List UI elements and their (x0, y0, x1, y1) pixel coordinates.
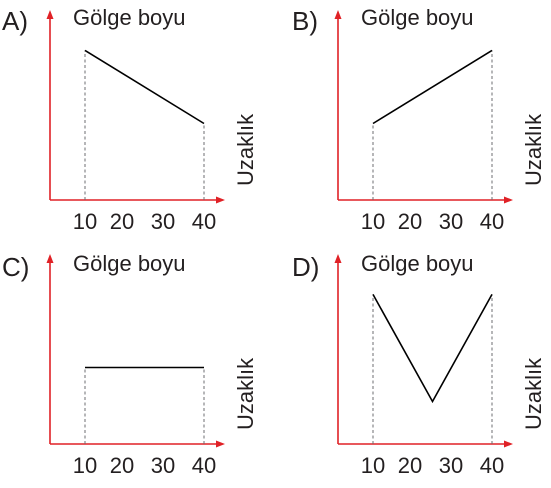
y-axis-arrow (46, 10, 54, 19)
graph-option-a: A) Gölge boyu Uzaklık 10 20 30 40 (2, 5, 258, 234)
x-axis-title: Uzaklık (521, 357, 546, 430)
x-tick-label: 30 (439, 453, 463, 478)
x-tick-label: 10 (361, 453, 385, 478)
y-axis-arrow (46, 254, 54, 263)
x-tick-label: 30 (439, 209, 463, 234)
x-tick-label: 10 (73, 453, 97, 478)
graph-option-b: B) Gölge boyu Uzaklık 10 20 30 40 (292, 5, 546, 234)
y-axis-title: Gölge boyu (361, 5, 474, 30)
y-axis-title: Gölge boyu (361, 251, 474, 276)
option-letter: A) (2, 6, 28, 36)
x-axis-arrow (216, 440, 225, 448)
x-axis-title: Uzaklık (233, 357, 258, 430)
graph-option-c: C) Gölge boyu Uzaklık 10 20 30 40 (2, 251, 258, 478)
x-tick-label: 40 (192, 453, 216, 478)
y-axis-title: Gölge boyu (73, 5, 186, 30)
x-tick-label: 20 (398, 209, 422, 234)
shadow-length-curve (372, 294, 493, 404)
x-axis-arrow (216, 196, 225, 204)
option-letter: B) (292, 6, 318, 36)
option-letter: C) (2, 252, 29, 282)
x-tick-label: 20 (398, 453, 422, 478)
y-axis-arrow (334, 254, 342, 263)
x-tick-label: 10 (361, 209, 385, 234)
graph-option-d: D) Gölge boyu Uzaklık 10 20 30 40 (292, 251, 546, 478)
x-tick-label: 40 (480, 209, 504, 234)
x-tick-label: 30 (151, 453, 175, 478)
y-axis-arrow (334, 10, 342, 19)
y-axis-title: Gölge boyu (73, 251, 186, 276)
x-tick-label: 40 (480, 453, 504, 478)
x-tick-label: 30 (151, 209, 175, 234)
x-axis-title: Uzaklık (233, 113, 258, 186)
x-tick-label: 40 (192, 209, 216, 234)
x-tick-label: 20 (110, 453, 134, 478)
x-axis-arrow (504, 196, 513, 204)
x-tick-label: 20 (110, 209, 134, 234)
shadow-length-curve (372, 49, 493, 125)
option-letter: D) (292, 252, 319, 282)
shadow-length-curve (84, 49, 205, 125)
x-axis-arrow (504, 440, 513, 448)
x-tick-label: 10 (73, 209, 97, 234)
x-axis-title: Uzaklık (521, 113, 546, 186)
